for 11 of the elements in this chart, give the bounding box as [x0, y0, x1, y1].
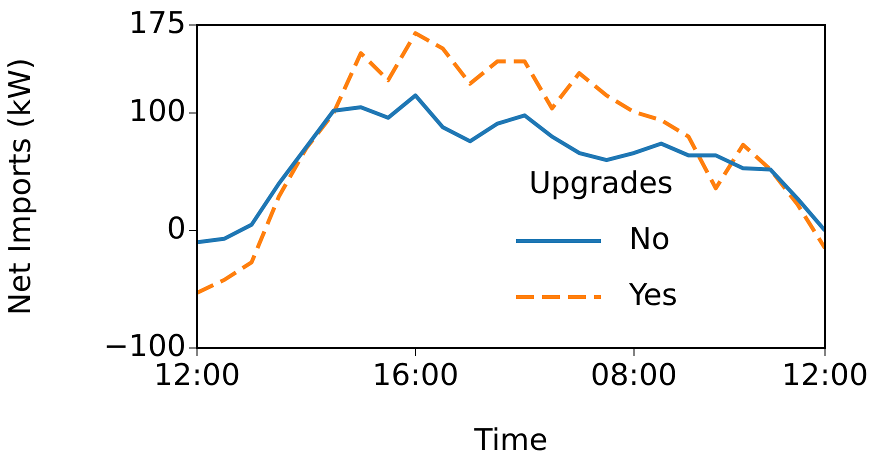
legend-label: No: [629, 222, 670, 257]
y-tick-label: 175: [128, 6, 186, 41]
x-tick-label: 12:00: [782, 358, 868, 393]
legend-label: Yes: [628, 278, 678, 313]
x-tick-label: 16:00: [372, 358, 459, 393]
y-tick-label: 100: [128, 94, 186, 129]
y-tick-label: 0: [166, 211, 186, 246]
y-axis-title: Net Imports (kW): [2, 58, 38, 316]
legend-title: Upgrades: [529, 166, 673, 201]
x-tick-label: 08:00: [590, 358, 678, 393]
x-axis-title: Time: [473, 422, 548, 458]
